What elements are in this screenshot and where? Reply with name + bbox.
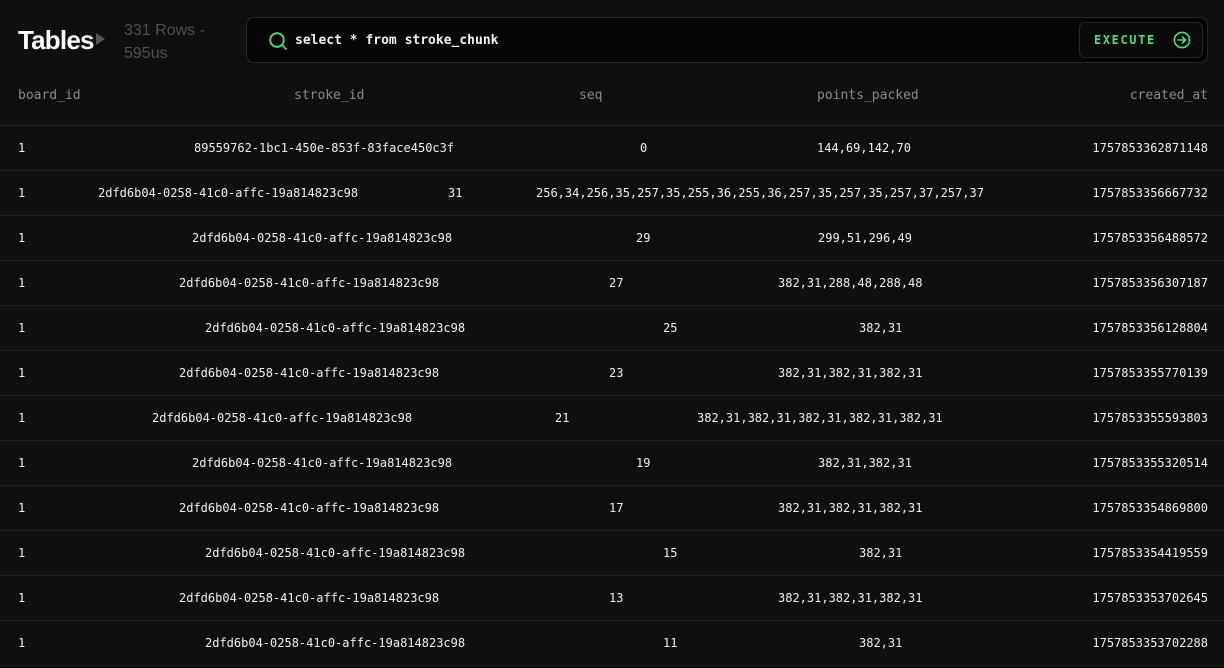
cell-created-at: 1757853356128804 <box>1092 321 1208 335</box>
cell-board-id: 1 <box>18 501 26 515</box>
cell-stroke-id: 2dfd6b04-0258-41c0-affc-19a814823c98 <box>179 276 440 290</box>
cell-board-id: 1 <box>18 456 26 470</box>
table-row[interactable]: 1 2dfd6b04-0258-41c0-affc-19a814823c98 3… <box>0 171 1224 216</box>
cell-points-packed: 256,34,256,35,257,35,255,36,255,36,257,3… <box>536 186 984 200</box>
cell-points-packed: 382,31,382,31,382,31 <box>778 591 923 605</box>
cell-created-at: 1757853354869800 <box>1092 501 1208 515</box>
cell-points-packed: 144,69,142,70 <box>817 141 911 155</box>
table-row[interactable]: 1 89559762-1bc1-450e-853f-83face450c3f 0… <box>0 126 1224 171</box>
search-icon <box>269 32 287 50</box>
cell-seq: 29 <box>636 231 651 245</box>
cell-created-at: 1757853354419559 <box>1092 546 1208 560</box>
cell-seq: 15 <box>663 546 678 560</box>
cell-stroke-id: 2dfd6b04-0258-41c0-affc-19a814823c98 <box>205 321 466 335</box>
cell-board-id: 1 <box>18 231 26 245</box>
cell-seq: 13 <box>609 591 624 605</box>
cell-created-at: 1757853353702288 <box>1092 636 1208 650</box>
cell-stroke-id: 2dfd6b04-0258-41c0-affc-19a814823c98 <box>192 231 453 245</box>
cell-board-id: 1 <box>18 591 26 605</box>
cell-board-id: 1 <box>18 366 26 380</box>
row-count: 331 Rows - <box>124 22 205 39</box>
column-header-points-packed[interactable]: points_packed <box>817 88 919 103</box>
cell-stroke-id: 2dfd6b04-0258-41c0-affc-19a814823c98 <box>205 546 466 560</box>
cell-created-at: 1757853356307187 <box>1092 276 1208 290</box>
cell-stroke-id: 2dfd6b04-0258-41c0-affc-19a814823c98 <box>152 411 413 425</box>
cell-points-packed: 382,31 <box>859 321 903 335</box>
cell-created-at: 1757853362871148 <box>1092 141 1208 155</box>
column-header-stroke-id[interactable]: stroke_id <box>294 88 365 103</box>
table-row[interactable]: 1 2dfd6b04-0258-41c0-affc-19a814823c98 2… <box>0 396 1224 441</box>
arrow-right-circle-icon <box>1173 31 1191 49</box>
table-row[interactable]: 1 2dfd6b04-0258-41c0-affc-19a814823c98 1… <box>0 486 1224 531</box>
cell-stroke-id: 2dfd6b04-0258-41c0-affc-19a814823c98 <box>205 636 466 650</box>
cell-seq: 21 <box>555 411 570 425</box>
cell-created-at: 1757853355320514 <box>1092 456 1208 470</box>
query-stats: 331 Rows - 595us <box>124 19 224 65</box>
cell-seq: 25 <box>663 321 678 335</box>
table-row[interactable]: 1 2dfd6b04-0258-41c0-affc-19a814823c98 2… <box>0 351 1224 396</box>
cell-seq: 27 <box>609 276 624 290</box>
header: Tables 331 Rows - 595us select * from st… <box>0 0 1224 82</box>
query-timing: 595us <box>124 45 168 62</box>
table-row[interactable]: 1 2dfd6b04-0258-41c0-affc-19a814823c98 1… <box>0 531 1224 576</box>
cell-seq: 11 <box>663 636 678 650</box>
table-row[interactable]: 1 2dfd6b04-0258-41c0-affc-19a814823c98 1… <box>0 576 1224 621</box>
cell-points-packed: 382,31,382,31,382,31 <box>778 366 923 380</box>
cell-points-packed: 382,31,382,31,382,31,382,31,382,31 <box>697 411 943 425</box>
cell-seq: 17 <box>609 501 624 515</box>
cell-seq: 0 <box>640 141 648 155</box>
cell-created-at: 1757853355593803 <box>1092 411 1208 425</box>
query-input[interactable]: select * from stroke_chunk <box>295 33 499 48</box>
page-title: Tables <box>18 25 94 55</box>
table-row[interactable]: 1 2dfd6b04-0258-41c0-affc-19a814823c98 2… <box>0 261 1224 306</box>
cell-seq: 23 <box>609 366 624 380</box>
cell-stroke-id: 2dfd6b04-0258-41c0-affc-19a814823c98 <box>192 456 453 470</box>
execute-label: EXECUTE <box>1094 33 1156 47</box>
table-row[interactable]: 1 2dfd6b04-0258-41c0-affc-19a814823c98 2… <box>0 306 1224 351</box>
cell-stroke-id: 2dfd6b04-0258-41c0-affc-19a814823c98 <box>179 501 440 515</box>
cell-points-packed: 382,31 <box>859 636 903 650</box>
table-row[interactable]: 1 2dfd6b04-0258-41c0-affc-19a814823c98 1… <box>0 621 1224 666</box>
column-header-created-at[interactable]: created_at <box>1129 88 1208 103</box>
cell-points-packed: 382,31,288,48,288,48 <box>778 276 923 290</box>
cell-board-id: 1 <box>18 186 26 200</box>
cell-board-id: 1 <box>18 141 26 155</box>
query-bar[interactable]: select * from stroke_chunk EXECUTE <box>246 17 1208 63</box>
column-header-board-id[interactable]: board_id <box>18 88 81 103</box>
cell-stroke-id: 2dfd6b04-0258-41c0-affc-19a814823c98 <box>179 366 440 380</box>
column-header-seq[interactable]: seq <box>579 88 603 103</box>
cell-points-packed: 382,31 <box>859 546 903 560</box>
cell-board-id: 1 <box>18 546 26 560</box>
cell-board-id: 1 <box>18 636 26 650</box>
cell-board-id: 1 <box>18 411 26 425</box>
results-table: board_id stroke_id seq points_packed cre… <box>0 82 1224 666</box>
cell-created-at: 1757853353702645 <box>1092 591 1208 605</box>
cell-created-at: 1757853356488572 <box>1092 231 1208 245</box>
cell-created-at: 1757853356667732 <box>1092 186 1208 200</box>
table-row[interactable]: 1 2dfd6b04-0258-41c0-affc-19a814823c98 1… <box>0 441 1224 486</box>
cell-seq: 31 <box>448 186 463 200</box>
cell-created-at: 1757853355770139 <box>1092 366 1208 380</box>
cell-stroke-id: 2dfd6b04-0258-41c0-affc-19a814823c98 <box>179 591 440 605</box>
cell-points-packed: 299,51,296,49 <box>818 231 912 245</box>
triangle-right-icon[interactable] <box>96 33 105 45</box>
table-header: board_id stroke_id seq points_packed cre… <box>0 82 1224 126</box>
table-row[interactable]: 1 2dfd6b04-0258-41c0-affc-19a814823c98 2… <box>0 216 1224 261</box>
cell-seq: 19 <box>636 456 651 470</box>
cell-stroke-id: 89559762-1bc1-450e-853f-83face450c3f <box>194 141 455 155</box>
cell-board-id: 1 <box>18 276 26 290</box>
cell-stroke-id: 2dfd6b04-0258-41c0-affc-19a814823c98 <box>98 186 359 200</box>
execute-button[interactable]: EXECUTE <box>1079 22 1203 58</box>
cell-points-packed: 382,31,382,31 <box>818 456 912 470</box>
cell-board-id: 1 <box>18 321 26 335</box>
cell-points-packed: 382,31,382,31,382,31 <box>778 501 923 515</box>
